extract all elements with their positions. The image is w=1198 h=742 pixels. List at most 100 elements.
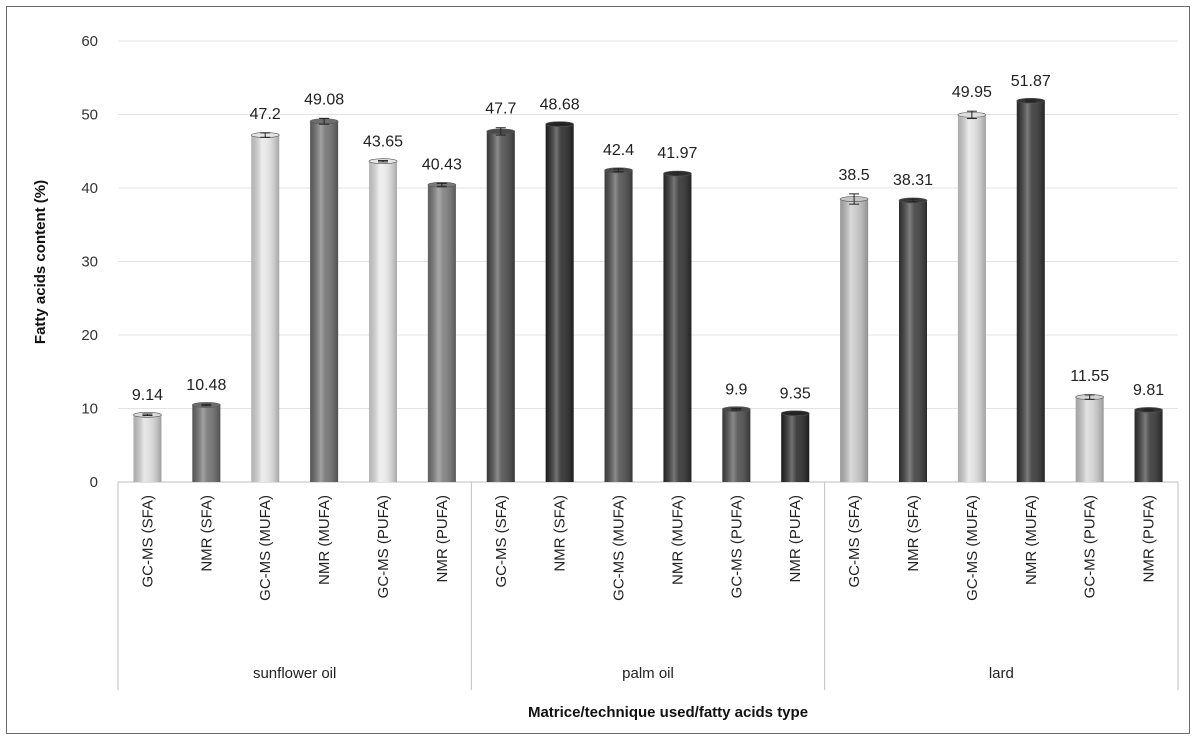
data-label: 11.55 xyxy=(1070,368,1109,385)
data-label: 49.95 xyxy=(952,84,992,101)
bar-shading xyxy=(1016,100,1045,483)
error-bar xyxy=(495,127,506,136)
group-label: sunflower oil xyxy=(253,665,336,682)
data-label: 49.08 xyxy=(304,91,344,108)
group-label: lard xyxy=(989,665,1014,682)
bars xyxy=(133,97,1163,483)
data-label: 38.5 xyxy=(839,167,870,184)
x-tick-label: GC-MS (MUFA) xyxy=(257,495,274,601)
bar xyxy=(309,118,339,483)
bar-shading xyxy=(781,413,810,482)
bar xyxy=(722,406,751,482)
bar-shading xyxy=(1134,409,1163,482)
data-label: 38.31 xyxy=(893,172,933,189)
error-bar xyxy=(1084,394,1095,400)
x-axis-title: Matrice/technique used/fatty acids type xyxy=(528,704,808,721)
y-tick-label: 60 xyxy=(81,33,98,50)
x-tick-label: GC-MS (SFA) xyxy=(846,495,863,588)
error-bar xyxy=(790,412,801,415)
error-bar xyxy=(319,117,330,125)
data-label: 9.35 xyxy=(780,386,811,403)
bar-shading xyxy=(722,409,751,482)
bar xyxy=(250,132,280,482)
x-tick-label: GC-MS (PUFA) xyxy=(375,495,392,598)
data-label: 40.43 xyxy=(422,156,462,173)
y-axis-title: Fatty acids content (%) xyxy=(32,180,49,344)
error-bar xyxy=(201,403,212,407)
bar-shading xyxy=(604,170,633,483)
data-label: 43.65 xyxy=(363,133,403,150)
x-tick-label: GC-MS (PUFA) xyxy=(728,495,745,598)
x-tick-label: NMR (MUFA) xyxy=(1023,495,1040,585)
x-tick-label: GC-MS (MUFA) xyxy=(611,495,628,601)
x-axis-groups: sunflower oil palm oil lard xyxy=(117,482,1179,690)
error-bar xyxy=(142,413,153,417)
x-tick-label: NMR (PUFA) xyxy=(1141,495,1158,583)
gridlines xyxy=(118,40,1178,483)
error-bar xyxy=(554,122,565,126)
bar-shading xyxy=(486,131,515,482)
bar xyxy=(192,402,221,482)
y-axis-ticks: 0 10 20 30 40 50 60 xyxy=(81,33,98,491)
bar-shading xyxy=(899,200,927,482)
x-tick-label: NMR (MUFA) xyxy=(669,495,686,585)
bar xyxy=(427,182,457,483)
data-label: 9.14 xyxy=(132,387,163,404)
bar-shading xyxy=(545,124,574,483)
y-tick-label: 40 xyxy=(81,180,98,197)
bar xyxy=(545,121,574,483)
bar xyxy=(957,112,987,483)
x-tick-label: NMR (SFA) xyxy=(905,495,922,572)
bar-shading xyxy=(663,173,692,482)
bar xyxy=(486,128,516,482)
bar xyxy=(604,167,633,483)
y-tick-label: 50 xyxy=(81,107,98,124)
group-label: palm oil xyxy=(622,665,674,682)
data-label: 41.97 xyxy=(657,145,697,162)
bar xyxy=(839,196,869,482)
error-bar xyxy=(1025,99,1036,102)
x-tick-label: NMR (SFA) xyxy=(198,495,215,572)
error-bar xyxy=(260,132,271,138)
data-label: 9.9 xyxy=(725,382,747,399)
bar xyxy=(1134,407,1163,482)
bar xyxy=(898,197,928,482)
x-tick-label: GC-MS (SFA) xyxy=(493,495,510,588)
bar-shading xyxy=(427,184,456,483)
bar xyxy=(1016,97,1046,483)
data-label: 47.2 xyxy=(250,106,281,123)
error-bar xyxy=(378,159,388,163)
data-label: 48.68 xyxy=(540,96,580,113)
data-labels: 9.14 10.48 47.2 49.08 43.65 40.43 47.7 48.68 42.… xyxy=(132,73,1164,404)
error-bar xyxy=(849,193,860,205)
y-tick-label: 20 xyxy=(81,327,98,344)
bar xyxy=(133,412,162,482)
bar-shading xyxy=(192,404,221,482)
x-tick-label: GC-MS (PUFA) xyxy=(1082,495,1099,598)
x-axis-categories: GC-MS (SFA) NMR (SFA) GC-MS (MUFA) NMR (MUF… xyxy=(139,495,1157,601)
error-bar xyxy=(672,171,683,176)
y-tick-label: 10 xyxy=(81,401,98,418)
bar-shading xyxy=(251,135,280,482)
error-bar xyxy=(1143,408,1154,412)
bar-shading xyxy=(133,414,162,482)
bar-shading xyxy=(957,114,986,483)
x-tick-label: NMR (PUFA) xyxy=(787,495,804,583)
data-label: 9.81 xyxy=(1133,382,1164,399)
bar xyxy=(663,170,692,482)
x-tick-label: NMR (SFA) xyxy=(552,495,569,572)
bar-shading xyxy=(1075,397,1104,482)
error-bar xyxy=(731,408,742,411)
y-tick-label: 30 xyxy=(81,254,98,271)
chart-frame xyxy=(6,6,1190,734)
x-tick-label: GC-MS (SFA) xyxy=(139,495,156,588)
bar xyxy=(1075,394,1104,482)
x-tick-label: NMR (MUFA) xyxy=(316,495,333,585)
x-tick-label: GC-MS (MUFA) xyxy=(964,495,981,601)
bar-shading xyxy=(310,121,339,483)
y-tick-label: 0 xyxy=(90,474,98,491)
error-bar xyxy=(436,182,447,187)
bar-shading xyxy=(840,199,869,482)
error-bar xyxy=(613,168,624,173)
